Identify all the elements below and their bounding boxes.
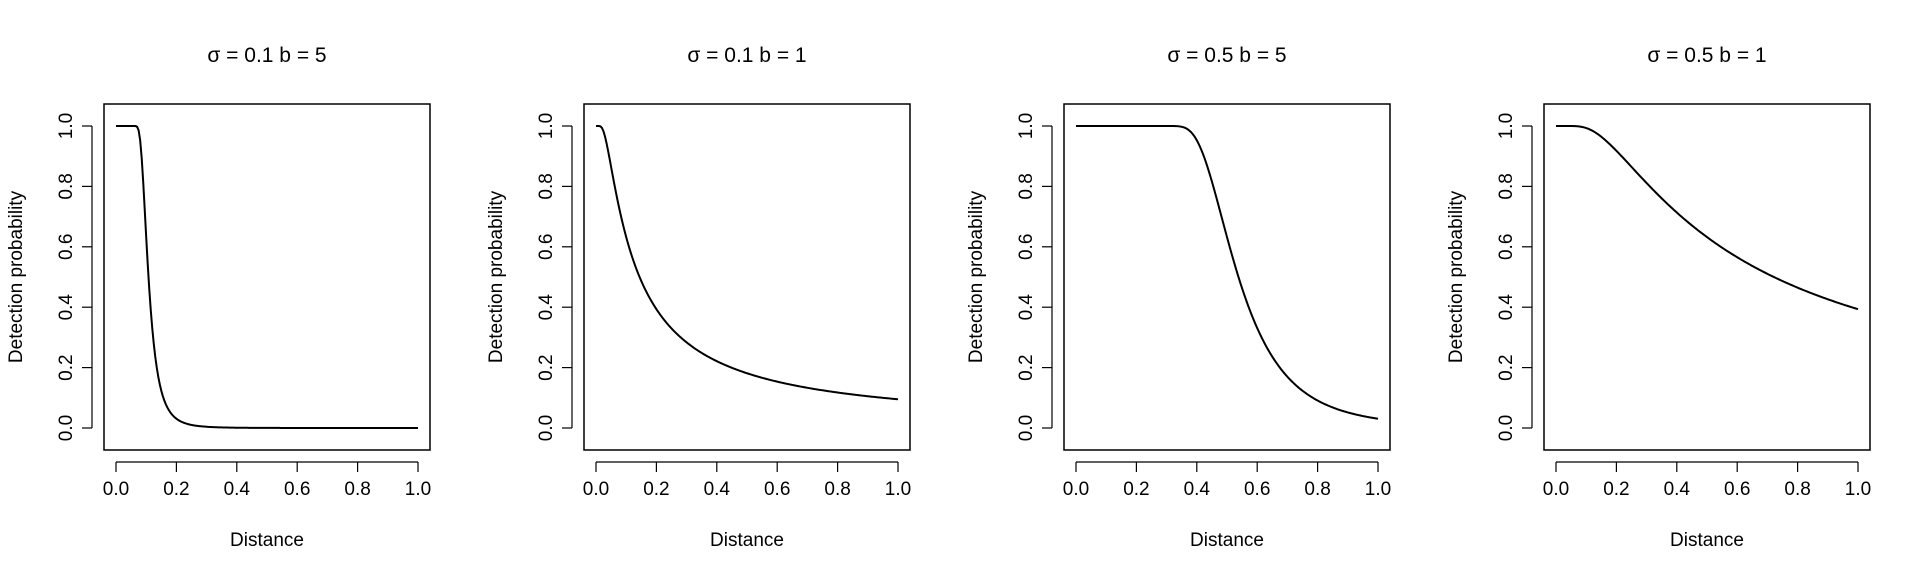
x-tick-label: 0.6 bbox=[1724, 479, 1750, 500]
x-axis-label: Distance bbox=[710, 530, 784, 551]
x-tick-label: 0.6 bbox=[1244, 479, 1270, 500]
x-tick-label: 0.6 bbox=[284, 479, 310, 500]
chart-title: σ = 0.1 b = 5 bbox=[207, 44, 326, 67]
y-tick-label: 0.0 bbox=[1016, 415, 1037, 441]
y-tick-label: 1.0 bbox=[536, 113, 557, 139]
y-tick-label: 0.8 bbox=[536, 173, 557, 199]
y-tick-label: 0.2 bbox=[1016, 354, 1037, 380]
y-tick-label: 1.0 bbox=[1496, 113, 1517, 139]
x-tick-label: 0.4 bbox=[224, 479, 251, 500]
chart-panel-2: σ = 0.1 b = 1 0.0 0.2 0.4 0.6 0.8 1.0 0.0 0.2 0.4… bbox=[486, 44, 911, 551]
x-tick-label: 0.0 bbox=[1543, 479, 1569, 500]
chart-title: σ = 0.1 b = 1 bbox=[687, 44, 806, 67]
chart-title: σ = 0.5 b = 1 bbox=[1647, 44, 1766, 67]
y-axis-label: Detection probability bbox=[486, 190, 507, 363]
series-line bbox=[596, 125, 899, 401]
x-tick-label: 0.8 bbox=[1304, 479, 1330, 500]
x-axis-label: Distance bbox=[1190, 530, 1264, 551]
y-axis-label: Detection probability bbox=[6, 190, 27, 363]
plot-box bbox=[1063, 103, 1391, 451]
x-tick-label: 0.6 bbox=[764, 479, 790, 500]
y-tick-label: 0.0 bbox=[1496, 415, 1517, 441]
x-tick-label: 0.2 bbox=[1603, 479, 1629, 500]
plot-box bbox=[1543, 103, 1871, 451]
series-line bbox=[116, 125, 418, 429]
y-axis-label: Detection probability bbox=[1446, 190, 1467, 363]
x-tick-label: 0.2 bbox=[643, 479, 669, 500]
y-tick-label: 0.8 bbox=[56, 173, 77, 199]
y-tick-label: 0.4 bbox=[56, 294, 77, 321]
y-tick-label: 0.0 bbox=[56, 415, 77, 441]
x-tick-label: 1.0 bbox=[885, 479, 911, 500]
y-tick-label: 0.4 bbox=[1496, 294, 1517, 321]
chart-title: σ = 0.5 b = 5 bbox=[1167, 44, 1286, 67]
chart-panel-1: σ = 0.1 b = 5 0.0 0.2 0.4 0.6 0.8 1.0 0.0 0.2 0.4… bbox=[6, 44, 431, 551]
chart-panel-4: σ = 0.5 b = 1 0.0 0.2 0.4 0.6 0.8 1.0 0.0 0.2 0.4… bbox=[1446, 44, 1871, 551]
chart-panel-3: σ = 0.5 b = 5 0.0 0.2 0.4 0.6 0.8 1.0 0.0 0.2 0.4… bbox=[966, 44, 1391, 551]
y-tick-label: 1.0 bbox=[1016, 113, 1037, 139]
y-tick-label: 0.6 bbox=[56, 234, 77, 260]
x-tick-label: 0.2 bbox=[163, 479, 189, 500]
x-tick-label: 0.8 bbox=[1784, 479, 1810, 500]
y-tick-label: 0.8 bbox=[1496, 173, 1517, 199]
x-tick-label: 0.4 bbox=[704, 479, 731, 500]
y-tick-label: 0.2 bbox=[56, 354, 77, 380]
x-tick-label: 1.0 bbox=[405, 479, 431, 500]
series-line bbox=[1556, 125, 1859, 311]
x-tick-label: 1.0 bbox=[1845, 479, 1871, 500]
y-axis-label: Detection probability bbox=[966, 190, 987, 363]
y-tick-label: 0.8 bbox=[1016, 173, 1037, 199]
x-tick-label: 1.0 bbox=[1365, 479, 1391, 500]
x-tick-label: 0.4 bbox=[1184, 479, 1211, 500]
y-tick-label: 0.4 bbox=[1016, 294, 1037, 321]
y-tick-label: 0.0 bbox=[536, 415, 557, 441]
plot-box bbox=[583, 103, 911, 451]
y-tick-label: 0.6 bbox=[536, 234, 557, 260]
x-tick-label: 0.8 bbox=[344, 479, 370, 500]
y-tick-label: 0.6 bbox=[1016, 234, 1037, 260]
x-tick-label: 0.0 bbox=[1063, 479, 1089, 500]
x-tick-label: 0.2 bbox=[1123, 479, 1149, 500]
x-tick-label: 0.8 bbox=[824, 479, 850, 500]
series-line bbox=[1076, 125, 1379, 420]
x-axis-label: Distance bbox=[230, 530, 304, 551]
y-tick-label: 0.2 bbox=[536, 354, 557, 380]
y-tick-label: 0.4 bbox=[536, 294, 557, 321]
x-axis-label: Distance bbox=[1670, 530, 1744, 551]
y-tick-label: 0.2 bbox=[1496, 354, 1517, 380]
y-tick-label: 1.0 bbox=[56, 113, 77, 139]
x-tick-label: 0.0 bbox=[583, 479, 609, 500]
plot-box bbox=[103, 103, 431, 451]
y-tick-label: 0.6 bbox=[1496, 234, 1517, 260]
x-tick-label: 0.4 bbox=[1664, 479, 1691, 500]
x-tick-label: 0.0 bbox=[103, 479, 129, 500]
